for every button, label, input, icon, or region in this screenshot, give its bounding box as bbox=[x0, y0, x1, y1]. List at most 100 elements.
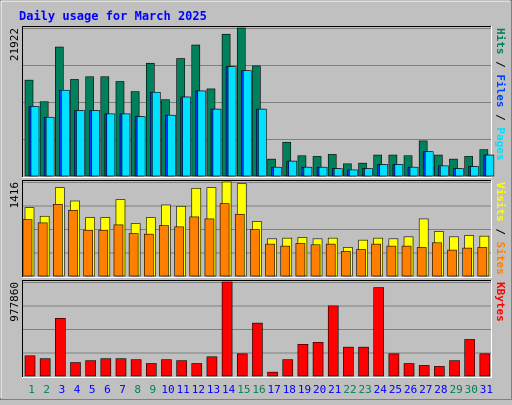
day-label-16: 16 bbox=[252, 383, 265, 396]
panel-kbytes: 977860 KBytes bbox=[8, 280, 507, 378]
bar-sites-day-15 bbox=[234, 213, 245, 277]
bar-kbytes-day-9 bbox=[145, 363, 157, 377]
day-label-17: 17 bbox=[268, 383, 281, 396]
bar-pages-day-17 bbox=[273, 166, 282, 177]
side-legend-part: KBytes bbox=[494, 282, 507, 322]
bar-sites-day-14 bbox=[219, 203, 230, 277]
bar-kbytes-day-13 bbox=[206, 356, 218, 377]
bar-sites-day-1 bbox=[22, 219, 33, 277]
day-label-30: 30 bbox=[465, 383, 478, 396]
bar-sites-day-29 bbox=[447, 249, 457, 277]
day-label-27: 27 bbox=[419, 383, 432, 396]
bar-kbytes-day-4 bbox=[70, 362, 81, 377]
side-legend-part: Pages bbox=[494, 127, 507, 160]
day-label-1: 1 bbox=[28, 383, 35, 396]
bar-sites-day-24 bbox=[371, 243, 382, 277]
side-legend-part: Files bbox=[494, 74, 507, 107]
max-label-hits: 21922 bbox=[8, 28, 21, 61]
bar-pages-day-16 bbox=[258, 108, 267, 177]
day-label-18: 18 bbox=[283, 383, 296, 396]
bar-pages-day-3 bbox=[61, 89, 70, 177]
bar-pages-day-19 bbox=[303, 166, 313, 177]
bar-pages-day-24 bbox=[379, 164, 389, 177]
side-legend-part: / bbox=[494, 222, 507, 242]
bar-sites-day-18 bbox=[280, 245, 291, 277]
bar-kbytes-day-8 bbox=[130, 359, 142, 377]
bar-kbytes-day-12 bbox=[191, 363, 203, 377]
bar-pages-day-30 bbox=[470, 166, 479, 177]
side-legend-part: Hits bbox=[494, 28, 507, 55]
bar-kbytes-day-6 bbox=[100, 358, 112, 377]
bar-pages-day-5 bbox=[91, 110, 100, 177]
bar-kbytes-day-22 bbox=[343, 346, 354, 377]
bar-sites-day-17 bbox=[265, 243, 275, 277]
bar-pages-day-20 bbox=[318, 166, 328, 177]
bar-kbytes-day-15 bbox=[236, 353, 248, 377]
chart-title: Daily usage for March 2025 bbox=[19, 9, 207, 23]
side-legend-part: Visits bbox=[494, 182, 507, 222]
panels-group: 21922 Hits / Files / Pages 1416 Visits / Si… bbox=[8, 26, 507, 378]
bar-sites-day-28 bbox=[432, 242, 442, 277]
bar-sites-day-26 bbox=[401, 245, 412, 277]
bar-sites-day-31 bbox=[477, 247, 488, 277]
bar-kbytes-day-28 bbox=[434, 366, 445, 377]
side-legend-part: / bbox=[494, 55, 507, 75]
day-label-22: 22 bbox=[343, 383, 356, 396]
bar-sites-day-16 bbox=[250, 229, 260, 277]
bar-kbytes-day-1 bbox=[24, 355, 36, 377]
bar-kbytes-day-10 bbox=[161, 359, 172, 377]
bar-pages-day-25 bbox=[394, 164, 404, 177]
day-label-8: 8 bbox=[134, 383, 141, 396]
max-label-visits: 1416 bbox=[8, 182, 21, 209]
max-label-kbytes: 977860 bbox=[8, 282, 21, 322]
bar-sites-day-9 bbox=[143, 233, 154, 277]
bar-pages-day-1 bbox=[30, 106, 40, 177]
day-label-10: 10 bbox=[161, 383, 174, 396]
bar-sites-day-21 bbox=[325, 243, 336, 277]
bar-kbytes-day-23 bbox=[358, 346, 369, 377]
bar-kbytes-day-30 bbox=[464, 339, 475, 377]
day-label-25: 25 bbox=[389, 383, 402, 396]
bar-sites-day-8 bbox=[128, 233, 139, 277]
bar-kbytes-day-21 bbox=[327, 305, 339, 377]
day-label-20: 20 bbox=[313, 383, 326, 396]
bar-kbytes-day-31 bbox=[479, 353, 491, 377]
bar-kbytes-day-27 bbox=[418, 365, 430, 377]
bar-sites-day-2 bbox=[37, 222, 48, 277]
bar-sites-day-13 bbox=[204, 218, 215, 277]
bar-kbytes-day-7 bbox=[115, 358, 127, 377]
day-label-9: 9 bbox=[150, 383, 157, 396]
bar-kbytes-day-16 bbox=[252, 322, 263, 377]
bar-sites-day-3 bbox=[53, 204, 63, 277]
side-legend-visits: Visits / Sites bbox=[494, 182, 507, 275]
bar-kbytes-day-3 bbox=[55, 318, 66, 377]
bar-pages-day-27 bbox=[424, 151, 434, 177]
day-label-23: 23 bbox=[359, 383, 372, 396]
bar-pages-day-26 bbox=[409, 166, 419, 177]
bar-pages-day-29 bbox=[455, 168, 464, 177]
day-label-14: 14 bbox=[222, 383, 236, 396]
side-legend-kbytes: KBytes bbox=[494, 282, 507, 322]
day-label-29: 29 bbox=[449, 383, 462, 396]
day-label-13: 13 bbox=[207, 383, 220, 396]
side-legend-part: / bbox=[494, 108, 507, 128]
day-label-2: 2 bbox=[43, 383, 50, 396]
day-label-24: 24 bbox=[374, 383, 388, 396]
day-labels-group: 1 2 3 4 5 6 7 8 9 10 11 12 13 14 15 16 17 18 19 20 21 22 23 24 2… bbox=[28, 383, 493, 396]
bar-pages-day-6 bbox=[106, 113, 116, 177]
day-label-15: 15 bbox=[237, 383, 250, 396]
bar-sites-day-30 bbox=[462, 247, 472, 277]
bar-pages-day-22 bbox=[349, 169, 358, 177]
bar-sites-day-11 bbox=[174, 226, 184, 277]
bar-pages-day-2 bbox=[45, 116, 55, 177]
day-label-4: 4 bbox=[74, 383, 81, 396]
bar-kbytes-day-11 bbox=[176, 360, 187, 377]
panel-visits: 1416 Visits / Sites bbox=[8, 180, 507, 278]
side-legend-hits: Hits / Files / Pages bbox=[494, 28, 507, 161]
bar-sites-day-7 bbox=[113, 224, 124, 277]
bar-kbytes-day-25 bbox=[388, 353, 400, 377]
bar-kbytes-day-2 bbox=[39, 358, 51, 377]
day-label-7: 7 bbox=[119, 383, 126, 396]
